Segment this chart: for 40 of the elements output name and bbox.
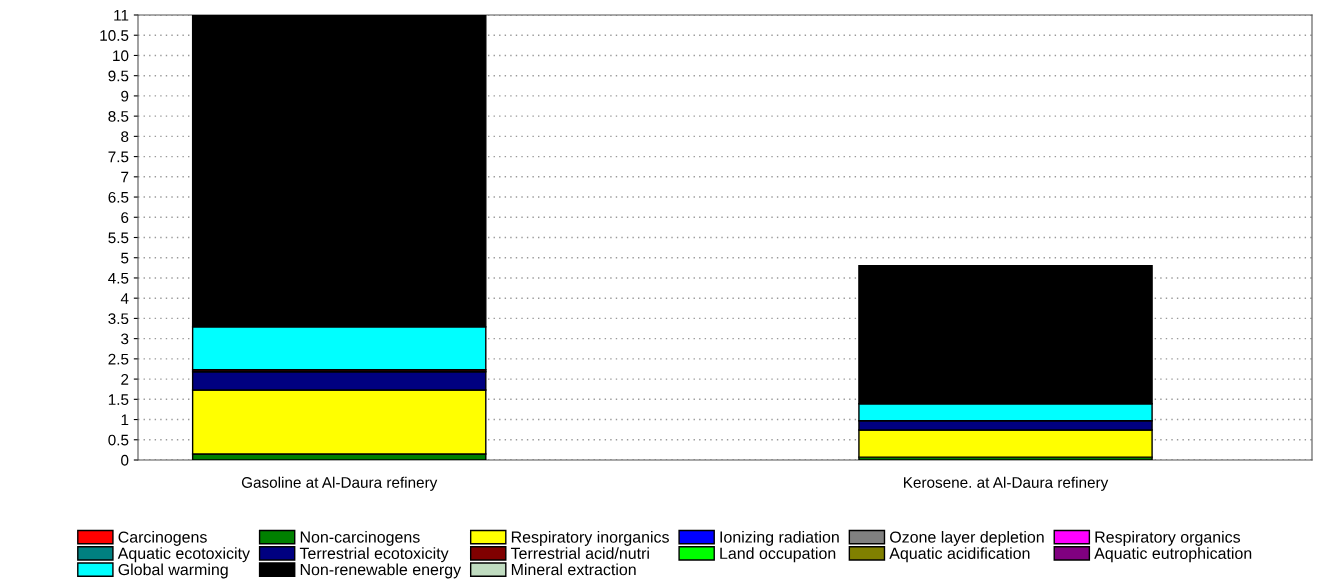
legend-label: Ionizing radiation — [720, 531, 839, 546]
legend-label: Mineral extraction — [511, 563, 636, 576]
x-tick-label: Kerosene. at Al-Daura refinery — [904, 476, 1109, 491]
legend-label: Non-renewable energy — [300, 563, 462, 579]
y-tick-label: 1.5 — [108, 394, 129, 405]
y-tick-label: 11 — [114, 10, 129, 21]
legend-label: Non-carcinogens — [300, 531, 420, 546]
legend-label: Respiratory inorganics — [511, 531, 669, 546]
y-tick-label: 9 — [121, 90, 129, 102]
y-tick-label: 7.5 — [108, 151, 129, 163]
y-tick-label: 5.5 — [108, 232, 129, 244]
y-tick-label: 3 — [121, 333, 129, 345]
y-tick-label: 1 — [121, 414, 129, 426]
legend-label: Terrestrial ecotoxicity — [299, 547, 449, 563]
y-tick-label: 8 — [121, 131, 129, 143]
legend-label: Land occupation — [720, 547, 836, 563]
y-tick-label: 8.5 — [108, 111, 129, 122]
y-tick-label: 6 — [121, 212, 129, 223]
y-tick-label: 3.5 — [108, 313, 129, 325]
legend-label: Aquatic ecotoxicity — [117, 547, 250, 563]
legend-label: Aquatic acidification — [889, 547, 1030, 563]
y-tick-label: 5 — [121, 252, 129, 264]
y-tick-label: 7 — [121, 171, 129, 183]
legend-label: Carcinogens — [118, 531, 207, 546]
y-tick-label: 9.5 — [108, 70, 129, 82]
legend-label: Respiratory organics — [1095, 531, 1241, 546]
y-tick-label: 0.5 — [108, 434, 129, 446]
y-tick-label: 2 — [121, 373, 129, 385]
legend-label: Global warming — [118, 563, 228, 579]
y-tick-label: 4 — [120, 293, 129, 304]
x-tick-label: Gasoline at Al-Daura refinery — [241, 476, 438, 491]
y-tick-label: 0 — [121, 454, 129, 466]
y-tick-label: 6.5 — [108, 191, 129, 203]
y-tick-label: 10.5 — [100, 30, 129, 41]
y-tick-label: 2.5 — [108, 353, 129, 365]
legend-label: Terrestrial acid/nutri — [510, 547, 649, 560]
y-tick-label: 10 — [113, 50, 129, 62]
y-tick-label: 4.5 — [108, 272, 129, 284]
legend-label: Aquatic eutrophication — [1094, 547, 1252, 563]
legend-label: Ozone layer depletion — [890, 531, 1044, 546]
